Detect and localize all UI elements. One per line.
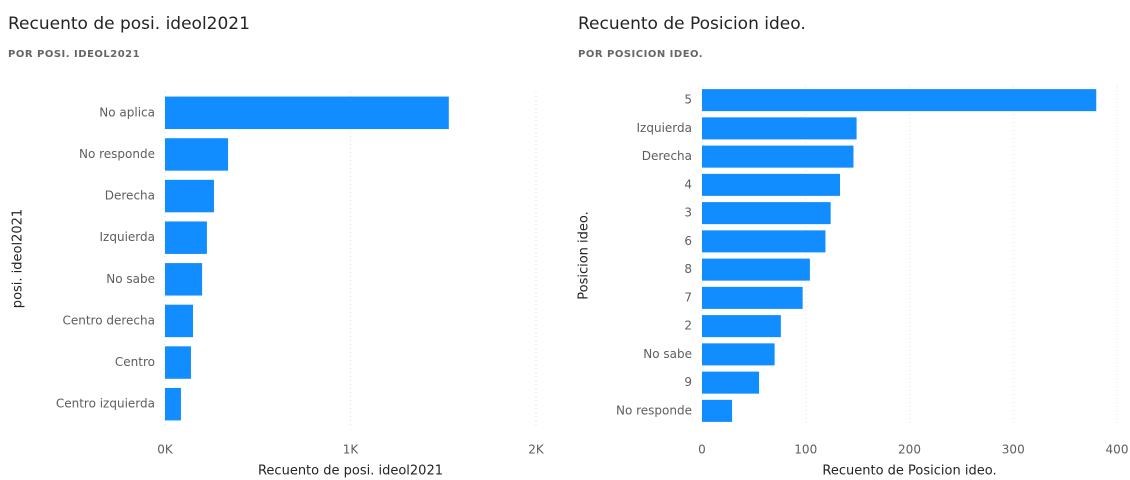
bar [702, 399, 733, 422]
y-tick-label: No sabe [106, 272, 155, 286]
x-tick-label: 0 [698, 443, 706, 457]
y-tick-label: Izquierda [100, 230, 155, 244]
bar [702, 315, 781, 338]
bar [165, 179, 214, 213]
bar [165, 346, 191, 379]
bar [165, 221, 207, 254]
x-axis-title: Recuento de Posicion ideo. [822, 464, 996, 479]
y-tick-label: 2 [684, 319, 692, 333]
y-tick-label: Derecha [642, 149, 692, 163]
bar [702, 343, 775, 366]
x-axis-title: Recuento de posi. ideol2021 [258, 464, 443, 479]
chart-subtitle: POR POSICION IDEO. [578, 49, 703, 60]
y-tick-label: 9 [684, 375, 692, 389]
x-tick-label: 200 [898, 443, 921, 457]
y-tick-label: No responde [616, 403, 692, 417]
bar [702, 258, 810, 281]
chart-title: Recuento de Posicion ideo. [578, 14, 806, 34]
y-tick-label: No aplica [99, 105, 155, 119]
y-tick-label: 7 [684, 290, 692, 304]
bar [165, 304, 194, 338]
bar [702, 89, 1097, 112]
x-tick-label: 1K [343, 443, 360, 457]
bar [702, 286, 803, 309]
bar [702, 117, 857, 140]
bar [165, 138, 229, 171]
chart-subtitle: POR POSI. IDEOL2021 [8, 49, 140, 60]
y-tick-label: 4 [684, 177, 692, 191]
y-tick-label: 8 [684, 262, 692, 276]
y-axis-title: Posicion ideo. [577, 211, 592, 300]
x-tick-label: 0K [157, 443, 174, 457]
x-tick-label: 2K [528, 443, 545, 457]
y-tick-label: No sabe [643, 347, 692, 361]
x-tick-label: 400 [1106, 443, 1129, 457]
y-tick-label: Derecha [105, 189, 155, 203]
y-axis-title: posi. ideol2021 [11, 209, 26, 308]
x-tick-label: 100 [794, 443, 817, 457]
x-tick-label: 300 [1002, 443, 1025, 457]
y-tick-label: 6 [684, 234, 692, 248]
bar [702, 145, 854, 168]
y-tick-label: 3 [684, 206, 692, 220]
bar [702, 371, 760, 394]
y-tick-label: Centro [115, 355, 155, 369]
bar [165, 387, 181, 421]
bar [702, 202, 831, 225]
bar [165, 263, 203, 296]
y-tick-label: Centro derecha [62, 313, 155, 327]
bar [165, 96, 449, 130]
y-tick-label: 5 [684, 93, 692, 107]
bar [702, 230, 826, 253]
bar [702, 173, 840, 196]
y-tick-label: Izquierda [637, 121, 692, 135]
y-tick-label: Centro izquierda [56, 397, 155, 411]
chart-title: Recuento de posi. ideol2021 [8, 14, 250, 34]
y-tick-label: No responde [79, 147, 155, 161]
